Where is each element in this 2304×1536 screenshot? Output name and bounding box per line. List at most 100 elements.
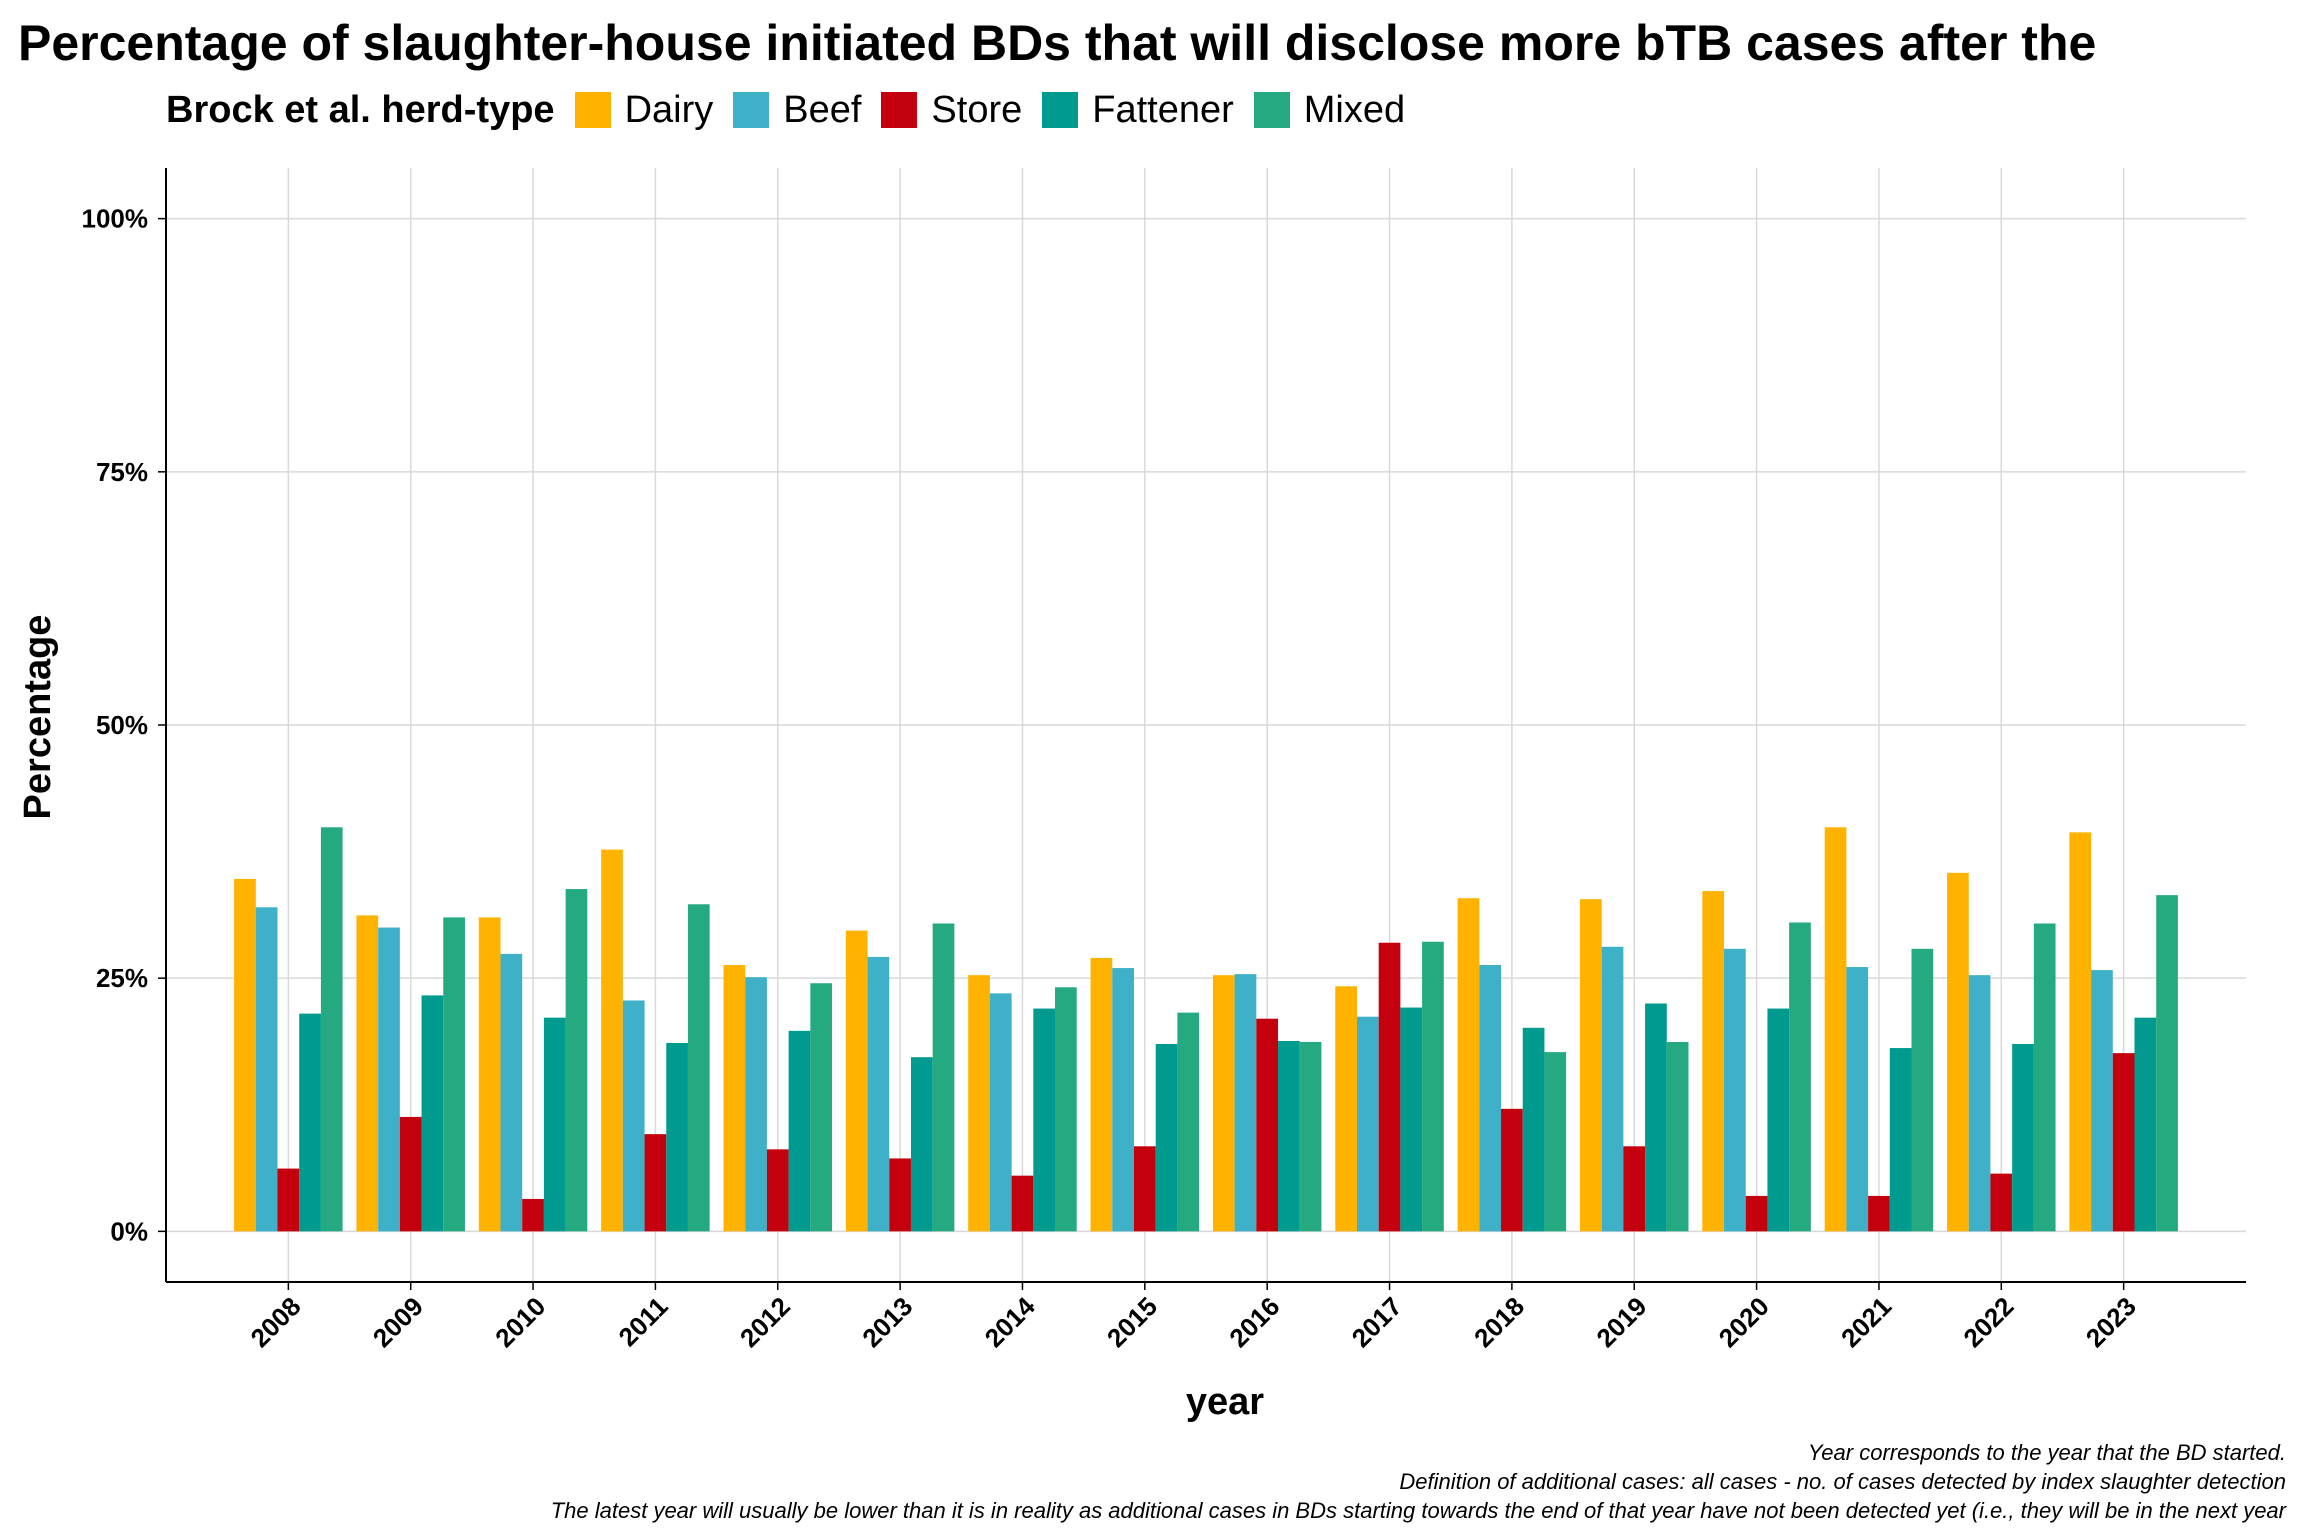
- bar-store-2021: [1868, 1195, 1890, 1232]
- bar-beef-2009: [378, 927, 400, 1232]
- legend-item-dairy: Dairy: [574, 88, 714, 132]
- bar-store-2017: [1378, 942, 1401, 1232]
- x-tick-label: 2009: [367, 1291, 429, 1353]
- bar-mixed-2021: [1911, 948, 1934, 1232]
- bar-fattener-2009: [421, 995, 444, 1232]
- bar-store-2008: [277, 1168, 300, 1232]
- bar-dairy-2008: [234, 878, 256, 1232]
- bar-beef-2019: [1601, 946, 1624, 1232]
- legend: Brock et al. herd-type Dairy Beef Store …: [166, 84, 1425, 136]
- x-tick-label: 2020: [1713, 1291, 1775, 1353]
- bar-mixed-2012: [810, 983, 833, 1232]
- bar-dairy-2018: [1457, 898, 1480, 1232]
- bar-fattener-2014: [1033, 1008, 1056, 1232]
- legend-label-dairy: Dairy: [624, 88, 714, 131]
- bar-dairy-2010: [478, 917, 501, 1232]
- x-tick-label: 2011: [613, 1291, 674, 1352]
- bar-store-2020: [1745, 1195, 1768, 1232]
- legend-swatch-fattener: [1042, 92, 1079, 128]
- x-tick-label: 2023: [2080, 1291, 2142, 1353]
- bar-mixed-2023: [2156, 895, 2178, 1232]
- bar-fattener-2022: [2012, 1044, 2034, 1232]
- bar-fattener-2016: [1278, 1040, 1300, 1232]
- bar-fattener-2017: [1400, 1007, 1423, 1232]
- legend-swatch-dairy: [574, 92, 611, 128]
- x-tick-label: 2021: [1835, 1291, 1897, 1353]
- legend-swatch-store: [881, 92, 918, 128]
- bar-fattener-2018: [1522, 1027, 1545, 1232]
- bar-mixed-2008: [320, 827, 343, 1232]
- bar-beef-2022: [1968, 975, 1991, 1232]
- bar-dairy-2020: [1702, 891, 1725, 1232]
- bar-fattener-2011: [666, 1042, 688, 1232]
- caption-line-2: Definition of additional cases: all case…: [1399, 1469, 2286, 1494]
- x-tick-label: 2022: [1957, 1291, 2019, 1353]
- bar-dairy-2021: [1824, 827, 1847, 1232]
- x-tick-label: 2019: [1590, 1291, 1652, 1353]
- bar-fattener-2020: [1767, 1008, 1790, 1232]
- bar-mixed-2014: [1055, 987, 1077, 1232]
- bar-dairy-2009: [356, 915, 379, 1232]
- bar-beef-2011: [622, 1000, 645, 1232]
- bar-store-2018: [1501, 1108, 1523, 1232]
- bar-beef-2013: [867, 956, 890, 1232]
- x-tick-label: 2010: [489, 1291, 551, 1353]
- bar-beef-2012: [745, 977, 767, 1232]
- legend-swatch-beef: [733, 92, 770, 128]
- x-tick-label: 2015: [1101, 1291, 1163, 1353]
- bar-beef-2010: [500, 953, 523, 1232]
- bar-dairy-2015: [1090, 957, 1113, 1232]
- bar-dairy-2011: [601, 849, 623, 1232]
- bar-mixed-2011: [687, 904, 710, 1232]
- bar-fattener-2019: [1645, 1003, 1667, 1232]
- bar-store-2012: [766, 1149, 789, 1232]
- y-tick-label: 0%: [110, 1216, 148, 1246]
- bar-dairy-2012: [723, 965, 746, 1232]
- bar-dairy-2023: [2069, 832, 2092, 1232]
- bar-beef-2016: [1234, 974, 1257, 1232]
- bars: [234, 827, 2178, 1232]
- legend-item-beef: Beef: [733, 89, 861, 132]
- bar-fattener-2013: [910, 1057, 933, 1232]
- bar-mixed-2013: [932, 923, 955, 1232]
- y-tick-label: 100%: [82, 204, 149, 234]
- bar-store-2022: [1990, 1173, 2013, 1232]
- bar-beef-2023: [2091, 970, 2113, 1232]
- legend-label-mixed: Mixed: [1303, 88, 1406, 131]
- gridlines: [166, 168, 2246, 1282]
- bar-mixed-2018: [1544, 1052, 1567, 1232]
- bar-fattener-2012: [788, 1030, 811, 1232]
- chart-title: Percentage of slaughter-house initiated …: [18, 15, 2097, 71]
- legend-item-mixed: Mixed: [1253, 88, 1406, 132]
- bar-dairy-2016: [1212, 975, 1235, 1232]
- bar-dairy-2013: [845, 930, 868, 1232]
- x-tick-label: 2012: [734, 1291, 796, 1353]
- bar-mixed-2020: [1789, 922, 1811, 1232]
- bar-fattener-2008: [299, 1013, 321, 1232]
- bar-store-2019: [1623, 1146, 1646, 1232]
- bar-store-2009: [399, 1116, 422, 1232]
- bar-store-2016: [1256, 1018, 1279, 1232]
- x-tick-label: 2013: [856, 1291, 918, 1353]
- bar-beef-2014: [989, 993, 1012, 1232]
- legend-swatch-mixed: [1253, 92, 1290, 128]
- caption-line-3: The latest year will usually be lower th…: [550, 1498, 2286, 1523]
- y-tick-label: 50%: [96, 710, 148, 740]
- bar-mixed-2009: [443, 917, 465, 1232]
- legend-item-fattener: Fattener: [1042, 89, 1234, 132]
- x-tick-label: 2008: [244, 1291, 306, 1353]
- x-tick-label: 2016: [1223, 1291, 1285, 1353]
- bar-mixed-2022: [2033, 923, 2056, 1232]
- x-tick-label: 2014: [979, 1291, 1041, 1353]
- bar-beef-2018: [1479, 965, 1502, 1232]
- bar-store-2013: [889, 1158, 911, 1232]
- bar-fattener-2021: [1889, 1048, 1912, 1232]
- bar-dairy-2019: [1579, 899, 1602, 1232]
- legend-title: Brock et al. herd-type: [166, 88, 555, 131]
- bar-beef-2017: [1356, 1016, 1379, 1232]
- bar-fattener-2015: [1155, 1044, 1178, 1232]
- x-tick-label: 2018: [1468, 1291, 1530, 1353]
- bar-mixed-2017: [1422, 941, 1444, 1232]
- bar-store-2014: [1011, 1175, 1034, 1232]
